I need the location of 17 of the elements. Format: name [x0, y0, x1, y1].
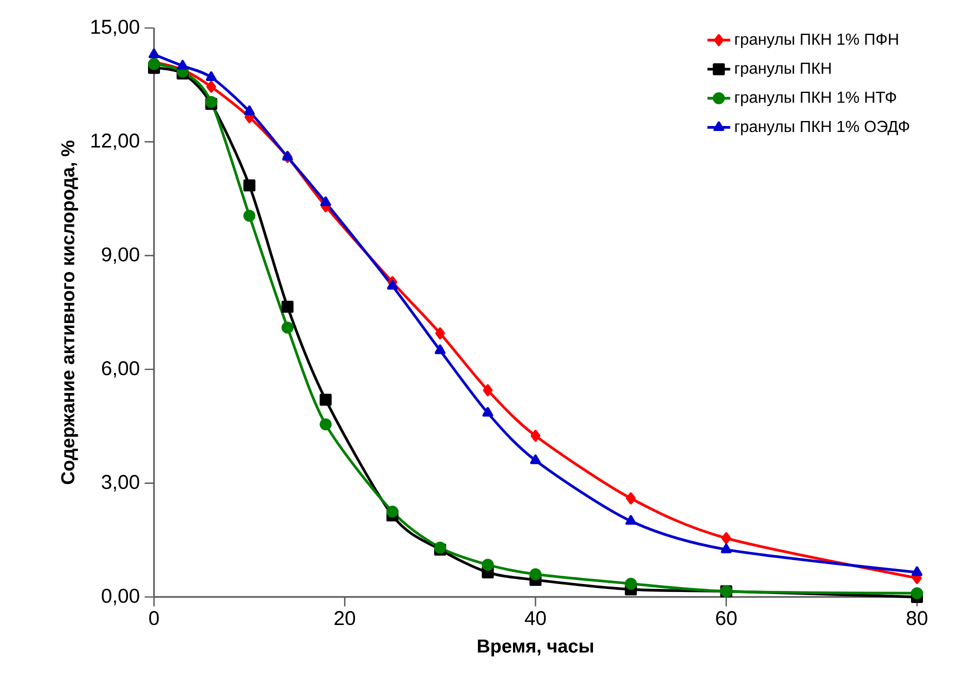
x-tick-label: 20 — [334, 611, 356, 626]
x-tick-label: 40 — [524, 611, 546, 626]
y-tick-label: 12,00 — [91, 134, 140, 150]
y-axis-title: Содержание активного кислорода, % — [61, 140, 78, 484]
x-tick-label: 80 — [906, 611, 928, 626]
y-tick-label: 15,00 — [91, 20, 140, 36]
x-axis-title: Время, часы — [478, 640, 593, 656]
x-tick-label: 60 — [716, 611, 737, 626]
legend-label: гранулы ПКН 1% ПФН — [735, 34, 898, 48]
y-tick-label: 6,00 — [102, 361, 140, 378]
x-tick-label: 0 — [149, 611, 159, 626]
legend-label: гранулы ПКН 1% НТФ — [735, 92, 896, 106]
y-tick-label: 0,00 — [102, 588, 140, 606]
y-tick-label: 3,00 — [102, 474, 140, 492]
y-tick-label: 9,00 — [102, 247, 140, 264]
legend-label: гранулы ПКН — [735, 62, 831, 78]
legend-label: гранулы ПКН 1% ОЭДФ — [735, 120, 910, 136]
